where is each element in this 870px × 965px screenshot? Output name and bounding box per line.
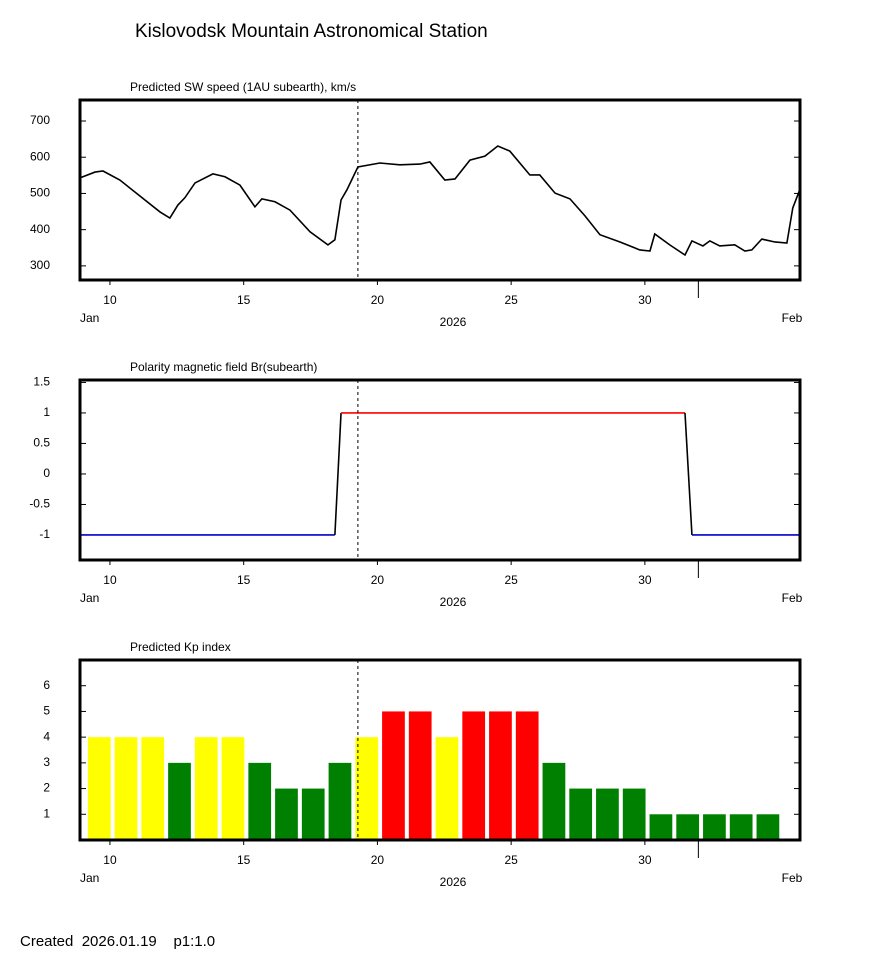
y-tick-label: 2 xyxy=(43,781,50,795)
x-tick-label: 20 xyxy=(371,573,385,587)
year-label: 2026 xyxy=(440,595,467,609)
kp-bar xyxy=(301,788,325,840)
month-label: Feb xyxy=(782,311,803,325)
y-tick-label: 1 xyxy=(43,405,50,419)
y-tick-label: 600 xyxy=(30,149,50,163)
y-tick-label: -0.5 xyxy=(29,497,50,511)
y-tick-label: 6 xyxy=(43,678,50,692)
x-tick-label: 10 xyxy=(103,573,117,587)
plot-frame xyxy=(78,98,802,282)
kp-bar xyxy=(676,814,700,840)
x-tick-label: 25 xyxy=(504,573,518,587)
plot-frame xyxy=(78,658,802,842)
kp-bar xyxy=(435,737,459,840)
kp-bar xyxy=(542,762,566,840)
kp-bar xyxy=(622,788,646,840)
x-tick-label: 20 xyxy=(371,293,385,307)
y-tick-label: 700 xyxy=(30,113,50,127)
y-tick-label: 4 xyxy=(43,729,50,743)
month-label: Jan xyxy=(80,311,99,325)
month-label: Jan xyxy=(80,871,99,885)
kp-bar xyxy=(275,788,298,840)
y-tick-label: 0.5 xyxy=(33,436,50,450)
kp-bar xyxy=(194,737,218,840)
month-label: Feb xyxy=(782,591,803,605)
kp-bar xyxy=(729,814,753,840)
polarity-segment xyxy=(684,412,693,536)
kp-bar xyxy=(703,814,726,840)
kp-bar xyxy=(87,737,111,840)
x-tick-label: 25 xyxy=(504,293,518,307)
y-tick-label: 5 xyxy=(43,704,50,718)
y-tick-label: 1 xyxy=(43,806,50,820)
footer: Created 2026.01.19 p1:1.0 xyxy=(20,933,216,950)
x-tick-label: 10 xyxy=(103,853,117,867)
y-tick-label: 500 xyxy=(30,186,50,200)
kp-bar xyxy=(596,788,619,840)
kp-bar xyxy=(462,711,486,840)
x-tick-label: 30 xyxy=(638,293,652,307)
x-tick-label: 30 xyxy=(638,853,652,867)
kp-bar xyxy=(355,737,379,840)
x-tick-label: 15 xyxy=(237,853,251,867)
kp-bar xyxy=(756,814,780,840)
kp-bar xyxy=(248,762,272,840)
chart-title: Predicted SW speed (1AU subearth), km/s xyxy=(130,80,356,94)
kp-bar xyxy=(382,711,405,840)
y-tick-label: 300 xyxy=(30,258,50,272)
kp-bar xyxy=(221,737,245,840)
kp-bar xyxy=(489,711,512,840)
polarity-segment xyxy=(334,412,342,536)
y-tick-label: 1.5 xyxy=(33,375,50,389)
kp-bar xyxy=(569,788,593,840)
plot-frame xyxy=(78,378,802,562)
kp-bar xyxy=(141,737,165,840)
month-label: Feb xyxy=(782,871,803,885)
kp-bar xyxy=(649,814,673,840)
x-tick-label: 25 xyxy=(504,853,518,867)
kp-bar xyxy=(515,711,539,840)
year-label: 2026 xyxy=(440,315,467,329)
kp-bar xyxy=(408,711,432,840)
year-label: 2026 xyxy=(440,875,467,889)
page-title: Kislovodsk Mountain Astronomical Station xyxy=(135,21,488,42)
chart-title: Predicted Kp index xyxy=(130,640,231,654)
chart-title: Polarity magnetic field Br(subearth) xyxy=(130,360,317,374)
x-tick-label: 30 xyxy=(638,573,652,587)
y-tick-label: 3 xyxy=(43,755,50,769)
x-tick-label: 10 xyxy=(103,293,117,307)
kp-bar xyxy=(328,762,352,840)
x-tick-label: 15 xyxy=(237,293,251,307)
kp-bar xyxy=(168,762,191,840)
y-tick-label: 0 xyxy=(43,466,50,480)
month-label: Jan xyxy=(80,591,99,605)
speed-line xyxy=(79,145,801,257)
y-tick-label: 400 xyxy=(30,222,50,236)
x-tick-label: 15 xyxy=(237,573,251,587)
kp-bar xyxy=(114,737,138,840)
y-tick-label: -1 xyxy=(39,527,50,541)
x-tick-label: 20 xyxy=(371,853,385,867)
